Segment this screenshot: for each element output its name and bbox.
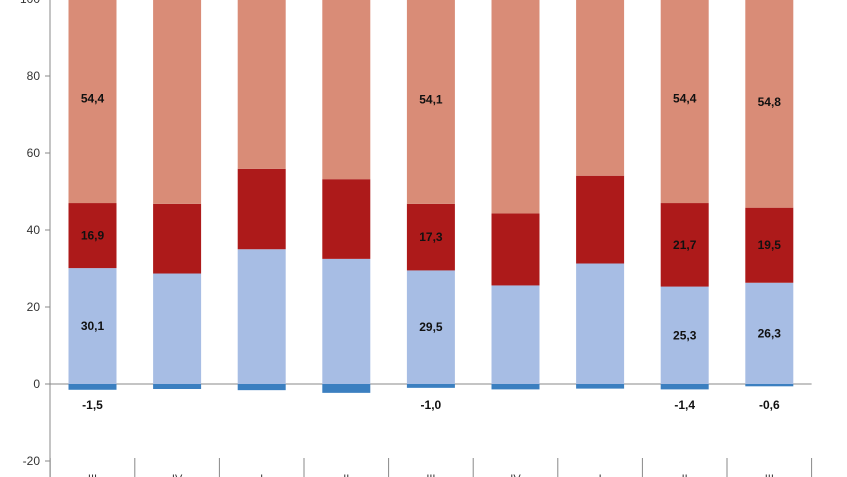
bar-segment-dark — [153, 203, 202, 274]
bar-segment-light — [237, 249, 286, 384]
bar-segment-dark — [237, 168, 286, 250]
bar-segment-dark — [745, 207, 794, 283]
bar-segment-neg — [576, 384, 625, 389]
x-tick-label: II — [343, 473, 349, 477]
bar-segment-salmon — [68, 0, 117, 204]
x-tick-label: III — [88, 473, 97, 477]
x-tick-label: IV — [510, 473, 521, 477]
y-tick-label: 80 — [27, 69, 41, 83]
bar-segment-dark — [491, 213, 540, 286]
bar-segment-light — [406, 270, 455, 384]
bars — [68, 0, 794, 393]
data-label-neg: -1,0 — [421, 398, 442, 412]
bar-segment-neg — [237, 384, 286, 391]
data-label-salmon: 54,4 — [81, 91, 105, 105]
y-tick-label: 100 — [20, 0, 40, 6]
x-tick-label: IV — [172, 473, 183, 477]
bar-segment-salmon — [491, 0, 540, 214]
bar-segment-neg — [660, 384, 709, 390]
bar-segment-dark — [322, 179, 371, 259]
bar-segment-dark — [406, 203, 455, 271]
data-label-dark: 19,5 — [758, 238, 782, 252]
x-tick-label: II — [682, 473, 688, 477]
data-label-light: 26,3 — [758, 326, 782, 340]
data-labels: -1,5 30,1 16,9 54,4 -1,0 29,5 17,3 54,1 -1,4 25,3… — [81, 91, 781, 412]
y-tick-label: 0 — [33, 377, 40, 391]
bar-segment-neg — [491, 384, 540, 390]
bar-segment-light — [68, 268, 117, 384]
bar-segment-salmon — [322, 0, 371, 180]
bar-segment-neg — [322, 384, 371, 393]
bar-segment-neg — [406, 384, 455, 388]
bar-segment-salmon — [745, 0, 794, 208]
data-label-light: 29,5 — [419, 320, 443, 334]
bar-segment-light — [322, 258, 371, 384]
y-tick-label: -20 — [23, 454, 41, 468]
data-label-dark: 16,9 — [81, 229, 105, 243]
bar-segment-light — [576, 263, 625, 384]
bar-segment-salmon — [237, 0, 286, 169]
bar-segment-salmon — [153, 0, 202, 204]
y-tick-label: 20 — [27, 300, 41, 314]
bar-segment-light — [745, 282, 794, 384]
data-label-dark: 21,7 — [673, 238, 697, 252]
x-tick-label: I — [599, 473, 602, 477]
data-label-neg: -1,5 — [82, 398, 103, 412]
bar-segment-dark — [68, 203, 117, 269]
bar-segment-light — [153, 273, 202, 384]
bar-segment-salmon — [660, 0, 709, 204]
bar-segment-salmon — [576, 0, 625, 176]
data-label-dark: 17,3 — [419, 230, 443, 244]
data-label-salmon: 54,1 — [419, 93, 443, 107]
bar-segment-light — [491, 285, 540, 384]
bar-segment-dark — [660, 203, 709, 287]
bar-segment-dark — [576, 175, 625, 264]
data-label-salmon: 54,8 — [758, 95, 782, 109]
data-label-light: 30,1 — [81, 319, 105, 333]
y-tick-label: 40 — [27, 223, 41, 237]
x-tick-label: I — [260, 473, 263, 477]
y-tick-label: 60 — [27, 146, 41, 160]
x-tick-label: III — [765, 473, 774, 477]
bar-segment-neg — [745, 384, 794, 387]
data-label-light: 25,3 — [673, 328, 697, 342]
bar-segment-light — [660, 286, 709, 384]
bar-segment-neg — [68, 384, 117, 390]
bar-segment-neg — [153, 384, 202, 390]
data-label-neg: -0,6 — [759, 398, 780, 412]
bar-segment-salmon — [406, 0, 455, 204]
data-label-salmon: 54,4 — [673, 91, 697, 105]
data-label-neg: -1,4 — [674, 398, 695, 412]
x-tick-label: III — [426, 473, 435, 477]
